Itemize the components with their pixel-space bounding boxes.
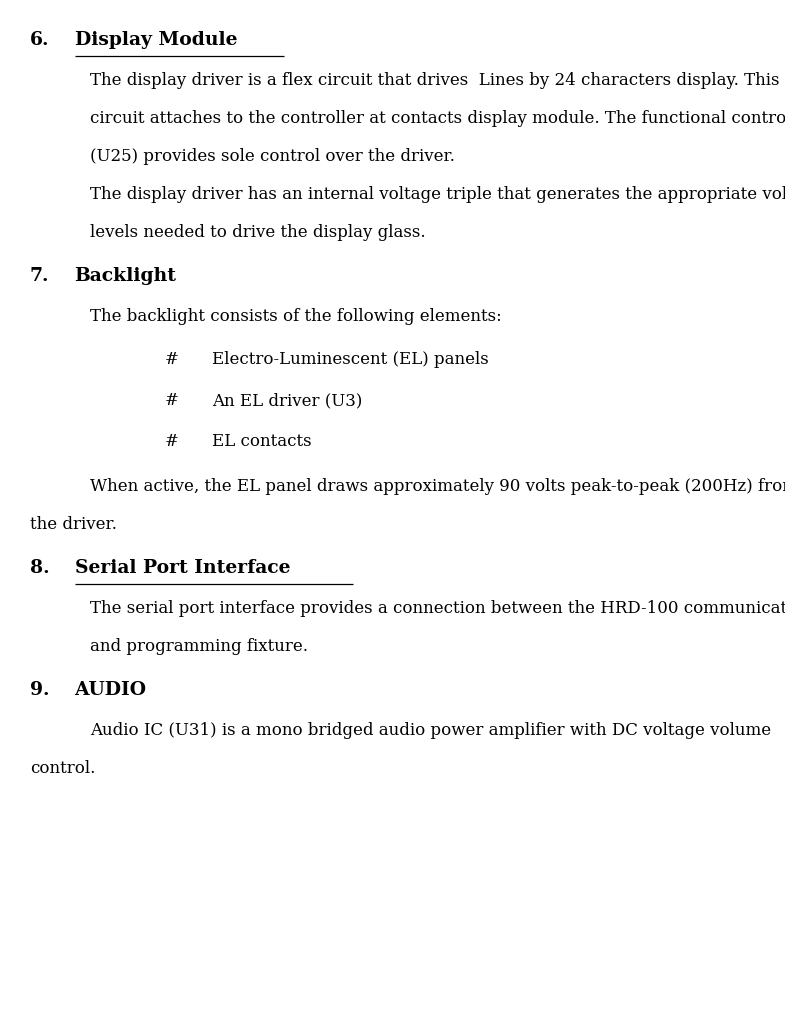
Text: and programming fixture.: and programming fixture. — [90, 638, 309, 655]
Text: An EL driver (U3): An EL driver (U3) — [212, 392, 363, 410]
Text: The display driver is a flex circuit that drives  Lines by 24 characters display: The display driver is a flex circuit tha… — [90, 72, 780, 89]
Text: Backlight: Backlight — [75, 267, 177, 286]
Text: The backlight consists of the following elements:: The backlight consists of the following … — [90, 308, 502, 326]
Text: Audio IC (U31) is a mono bridged audio power amplifier with DC voltage volume: Audio IC (U31) is a mono bridged audio p… — [90, 722, 772, 739]
Text: circuit attaches to the controller at contacts display module. The functional co: circuit attaches to the controller at co… — [90, 110, 785, 127]
Text: levels needed to drive the display glass.: levels needed to drive the display glass… — [90, 224, 426, 241]
Text: 9.: 9. — [30, 681, 49, 699]
Text: #: # — [165, 351, 179, 369]
Text: The serial port interface provides a connection between the HRD-100 communicator: The serial port interface provides a con… — [90, 600, 785, 617]
Text: 7.: 7. — [30, 267, 49, 286]
Text: (U25) provides sole control over the driver.: (U25) provides sole control over the dri… — [90, 148, 455, 165]
Text: AUDIO: AUDIO — [75, 681, 147, 699]
Text: Serial Port Interface: Serial Port Interface — [75, 559, 290, 577]
Text: EL contacts: EL contacts — [212, 433, 312, 451]
Text: #: # — [165, 433, 179, 451]
Text: 6.: 6. — [30, 31, 49, 49]
Text: control.: control. — [30, 760, 95, 777]
Text: When active, the EL panel draws approximately 90 volts peak-to-peak (200Hz) from: When active, the EL panel draws approxim… — [90, 478, 785, 495]
Text: 8.: 8. — [30, 559, 49, 577]
Text: Display Module: Display Module — [75, 31, 237, 49]
Text: The display driver has an internal voltage triple that generates the appropriate: The display driver has an internal volta… — [90, 186, 785, 203]
Text: #: # — [165, 392, 179, 410]
Text: Electro-Luminescent (EL) panels: Electro-Luminescent (EL) panels — [212, 351, 489, 369]
Text: the driver.: the driver. — [30, 516, 117, 533]
